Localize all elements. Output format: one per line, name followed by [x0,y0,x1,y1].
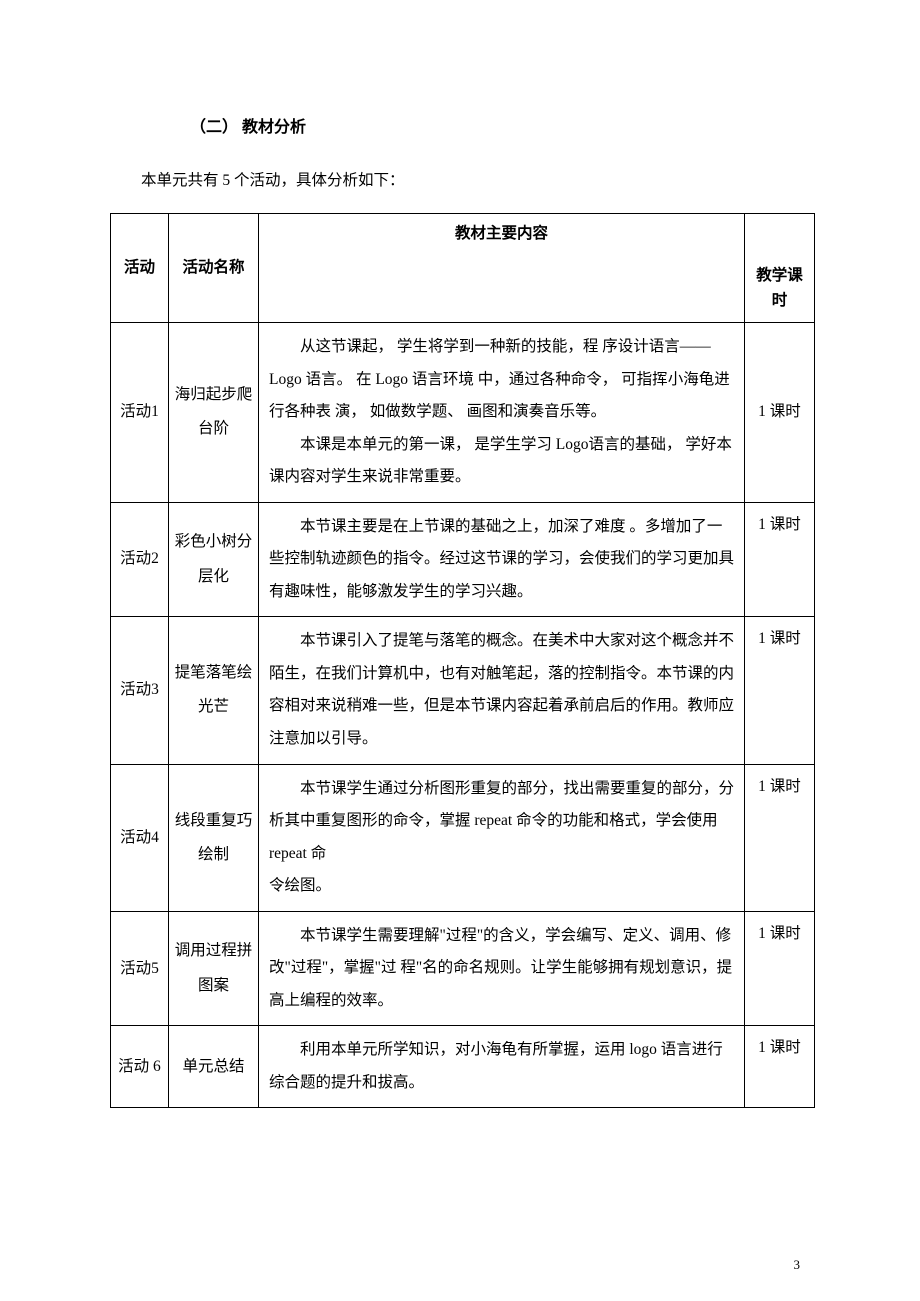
analysis-table: 活动 活动名称 教材主要内容 教学课时 活动1 海归起步爬台阶 从这节课起， 学… [110,213,815,1108]
table-row: 活动3 提笔落笔绘光芒 本节课引入了提笔与落笔的概念。在美术中大家对这个概念并不… [111,617,815,764]
cell-name: 线段重复巧绘制 [169,764,259,911]
section-title: （二） 教材分析 [190,115,815,141]
content-para: 本节课引入了提笔与落笔的概念。在美术中大家对这个概念并不陌生，在我们计算机中，也… [269,625,734,755]
cell-activity: 活动5 [111,911,169,1026]
cell-activity: 活动1 [111,322,169,502]
content-para: 本节课学生通过分析图形重复的部分，找出需要重复的部分，分析其中重复图形的命令，掌… [269,773,734,871]
header-name: 活动名称 [169,214,259,323]
content-para: 令绘图。 [269,870,734,903]
table-row: 活动2 彩色小树分层化 本节课主要是在上节课的基础之上，加深了难度 。多增加了一… [111,502,815,617]
cell-activity: 活动 6 [111,1026,169,1108]
cell-activity: 活动3 [111,617,169,764]
cell-activity: 活动2 [111,502,169,617]
cell-name: 单元总结 [169,1026,259,1108]
content-para: 本课是本单元的第一课， 是学生学习 Logo语言的基础， 学好本课内容对学生来说… [269,429,734,494]
intro-text: 本单元共有 5 个活动，具体分析如下： [110,169,815,194]
cell-name: 彩色小树分层化 [169,502,259,617]
cell-hours: 1 课时 [745,322,815,502]
cell-content: 本节课主要是在上节课的基础之上，加深了难度 。多增加了一些控制轨迹颜色的指令。经… [259,502,745,617]
table-header-row: 活动 活动名称 教材主要内容 教学课时 [111,214,815,323]
header-hours: 教学课时 [745,214,815,323]
cell-hours: 1 课时 [745,911,815,1026]
cell-content: 利用本单元所学知识，对小海龟有所掌握，运用 logo 语言进行综合题的提升和拔高… [259,1026,745,1108]
page-number: 3 [794,1255,801,1276]
content-para: 本节课学生需要理解"过程"的含义，学会编写、定义、调用、修改"过程"，掌握"过 … [269,920,734,1018]
cell-name: 提笔落笔绘光芒 [169,617,259,764]
content-para: 从这节课起， 学生将学到一种新的技能，程 序设计语言——Logo 语言。 在 L… [269,331,734,429]
cell-hours: 1 课时 [745,502,815,617]
cell-hours: 1 课时 [745,1026,815,1108]
cell-content: 本节课学生通过分析图形重复的部分，找出需要重复的部分，分析其中重复图形的命令，掌… [259,764,745,911]
cell-hours: 1 课时 [745,617,815,764]
cell-name: 海归起步爬台阶 [169,322,259,502]
cell-content: 本节课学生需要理解"过程"的含义，学会编写、定义、调用、修改"过程"，掌握"过 … [259,911,745,1026]
cell-content: 本节课引入了提笔与落笔的概念。在美术中大家对这个概念并不陌生，在我们计算机中，也… [259,617,745,764]
header-activity: 活动 [111,214,169,323]
table-row: 活动5 调用过程拼图案 本节课学生需要理解"过程"的含义，学会编写、定义、调用、… [111,911,815,1026]
table-row: 活动1 海归起步爬台阶 从这节课起， 学生将学到一种新的技能，程 序设计语言——… [111,322,815,502]
content-para: 利用本单元所学知识，对小海龟有所掌握，运用 logo 语言进行综合题的提升和拔高… [269,1034,734,1099]
header-content: 教材主要内容 [259,214,745,323]
cell-content: 从这节课起， 学生将学到一种新的技能，程 序设计语言——Logo 语言。 在 L… [259,322,745,502]
cell-activity: 活动4 [111,764,169,911]
table-row: 活动 6 单元总结 利用本单元所学知识，对小海龟有所掌握，运用 logo 语言进… [111,1026,815,1108]
content-para: 本节课主要是在上节课的基础之上，加深了难度 。多增加了一些控制轨迹颜色的指令。经… [269,511,734,609]
cell-name: 调用过程拼图案 [169,911,259,1026]
cell-hours: 1 课时 [745,764,815,911]
table-row: 活动4 线段重复巧绘制 本节课学生通过分析图形重复的部分，找出需要重复的部分，分… [111,764,815,911]
